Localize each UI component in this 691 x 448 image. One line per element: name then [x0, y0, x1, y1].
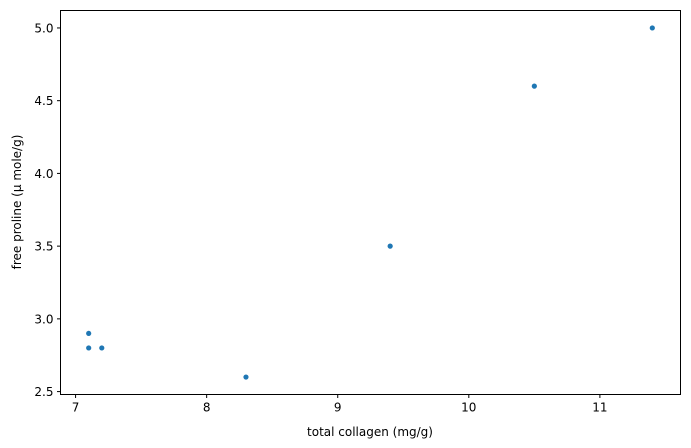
data-point [86, 345, 92, 351]
y-tick-label: 4.5 [34, 94, 53, 108]
x-axis-ticks: 7 8 9 10 11 [72, 394, 608, 415]
y-axis-ticks: 2.5 3.0 3.5 4.0 4.5 5.0 [34, 21, 61, 399]
y-tick-label: 4.0 [34, 167, 53, 181]
y-tick-label: 3.5 [34, 240, 53, 254]
x-tick-label: 8 [203, 401, 211, 415]
data-point [99, 345, 105, 351]
y-tick-label: 3.0 [34, 312, 53, 326]
x-axis-label: total collagen (mg/g) [307, 425, 433, 439]
x-tick-label: 11 [592, 401, 607, 415]
y-axis-label: free proline (μ mole/g) [10, 135, 24, 270]
x-tick-label: 10 [461, 401, 476, 415]
data-points [86, 25, 655, 380]
data-point [649, 25, 655, 31]
plot-area-frame [60, 10, 681, 395]
x-tick-label: 7 [72, 401, 80, 415]
data-point [387, 243, 393, 249]
x-tick-label: 9 [334, 401, 342, 415]
data-point [243, 374, 249, 380]
data-point [531, 83, 537, 89]
y-tick-label: 2.5 [34, 385, 53, 399]
y-tick-label: 5.0 [34, 21, 53, 35]
data-point [86, 330, 92, 337]
